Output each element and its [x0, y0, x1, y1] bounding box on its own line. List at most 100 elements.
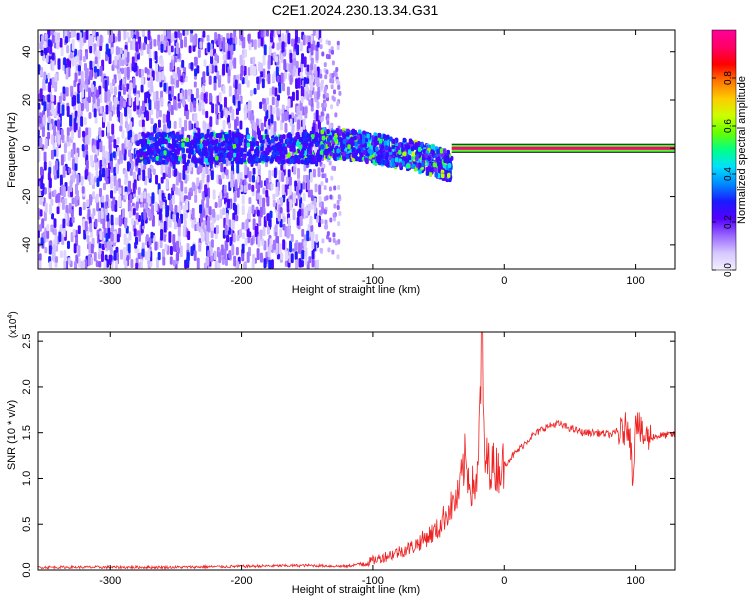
- heatmap-cell: [169, 245, 173, 256]
- heatmap-cell: [143, 138, 147, 144]
- heatmap-cell: [44, 247, 48, 254]
- heatmap-cell: [72, 229, 76, 236]
- heatmap-cell: [336, 254, 340, 260]
- heatmap-cell: [70, 148, 74, 158]
- heatmap-cell: [116, 136, 120, 145]
- y-tick-label: 2.0: [21, 379, 33, 394]
- heatmap-cell: [290, 233, 294, 242]
- x-tick-label: 100: [626, 275, 644, 287]
- heatmap-cell: [110, 190, 114, 199]
- heatmap-cell: [204, 158, 208, 164]
- heatmap-cell: [325, 39, 329, 45]
- heatmap-cell: [39, 88, 43, 99]
- heatmap-cell: [124, 67, 128, 77]
- heatmap-cell: [251, 184, 255, 192]
- heatmap-cell: [324, 86, 328, 92]
- heatmap-cell: [320, 144, 325, 150]
- heatmap-cell: [87, 87, 91, 97]
- heatmap-cell: [38, 253, 42, 261]
- heatmap-cell: [282, 163, 286, 170]
- heatmap-cell: [215, 155, 219, 161]
- heatmap-cell: [160, 43, 164, 53]
- heatmap-cell: [259, 252, 263, 263]
- heatmap-cell: [107, 90, 111, 102]
- heatmap-cell: [93, 251, 97, 262]
- heatmap-cell: [288, 63, 292, 73]
- heatmap-cell: [273, 239, 277, 251]
- heatmap-cell: [320, 79, 324, 85]
- heatmap-cell: [111, 123, 115, 135]
- heatmap-cell: [247, 236, 251, 244]
- heatmap-cell: [61, 104, 65, 116]
- heatmap-cell: [62, 86, 66, 95]
- heatmap-cell: [222, 207, 226, 215]
- heatmap-cell: [129, 142, 133, 151]
- heatmap-cell: [168, 166, 172, 179]
- colorbar: 0.0 0.2 0.4 0.6 0.8 Normalized spectral ampl…: [711, 29, 748, 277]
- heatmap-cell: [121, 59, 125, 67]
- heatmap-cell: [323, 62, 327, 68]
- heatmap-cell: [184, 104, 188, 112]
- heatmap-cell: [321, 51, 325, 57]
- heatmap-cell: [228, 122, 232, 129]
- heatmap-cell: [76, 93, 80, 104]
- y-tick-label: 0: [21, 145, 33, 151]
- heatmap-cell: [278, 243, 282, 255]
- heatmap-cell: [276, 142, 280, 148]
- heatmap-cell: [356, 134, 361, 140]
- heatmap-cell: [173, 99, 177, 110]
- heatmap-cell: [417, 146, 422, 152]
- heatmap-cell: [374, 139, 378, 145]
- heatmap-cell: [118, 195, 122, 208]
- heatmap-cell: [173, 221, 177, 230]
- heatmap-cell: [317, 167, 321, 178]
- heatmap-cell: [128, 88, 132, 96]
- heatmap-cell: [174, 168, 178, 177]
- heatmap-cell: [330, 175, 334, 181]
- heatmap-cell: [261, 97, 265, 105]
- heatmap-cell: [89, 35, 93, 47]
- heatmap-cell: [51, 52, 55, 61]
- heatmap-cell: [142, 151, 146, 157]
- heatmap-cell: [290, 112, 294, 119]
- heatmap-cell: [152, 136, 156, 142]
- heatmap-cell: [147, 159, 151, 165]
- heatmap-cell: [140, 49, 144, 56]
- heatmap-cell: [319, 150, 324, 156]
- heatmap-cell: [311, 250, 315, 259]
- heatmap-cell: [140, 77, 144, 85]
- heatmap-cell: [310, 57, 314, 65]
- heatmap-cell: [93, 108, 97, 118]
- heatmap-cell: [170, 144, 174, 150]
- heatmap-cell: [108, 37, 112, 44]
- heatmap-cell: [239, 54, 243, 66]
- heatmap-cell: [318, 195, 322, 204]
- heatmap-cell: [137, 167, 141, 176]
- heatmap-cell: [48, 81, 52, 93]
- heatmap-cell: [300, 149, 305, 155]
- heatmap-cell: [214, 201, 218, 209]
- heatmap-cell: [84, 78, 88, 85]
- heatmap-cell: [230, 170, 234, 182]
- heatmap-cell: [71, 197, 75, 205]
- heatmap-cell: [308, 74, 312, 86]
- heatmap-cell: [382, 134, 387, 140]
- heatmap-cell: [59, 250, 63, 259]
- heatmap-cell: [60, 128, 64, 141]
- heatmap-cell: [308, 136, 312, 142]
- heatmap-cell: [263, 258, 267, 269]
- y-tick-label: -40: [21, 237, 33, 253]
- heatmap-cell: [282, 216, 286, 223]
- heatmap-cell: [199, 143, 204, 149]
- heatmap-cell: [250, 237, 254, 246]
- heatmap-cell: [390, 157, 395, 163]
- heatmap-cell: [430, 149, 434, 155]
- heatmap-cell: [150, 76, 154, 86]
- heatmap-cell: [68, 167, 72, 174]
- heatmap-cell: [124, 191, 128, 200]
- heatmap-cell: [301, 86, 305, 98]
- heatmap-cell: [150, 150, 154, 156]
- heatmap-cell: [39, 166, 43, 176]
- heatmap-cell: [312, 168, 316, 178]
